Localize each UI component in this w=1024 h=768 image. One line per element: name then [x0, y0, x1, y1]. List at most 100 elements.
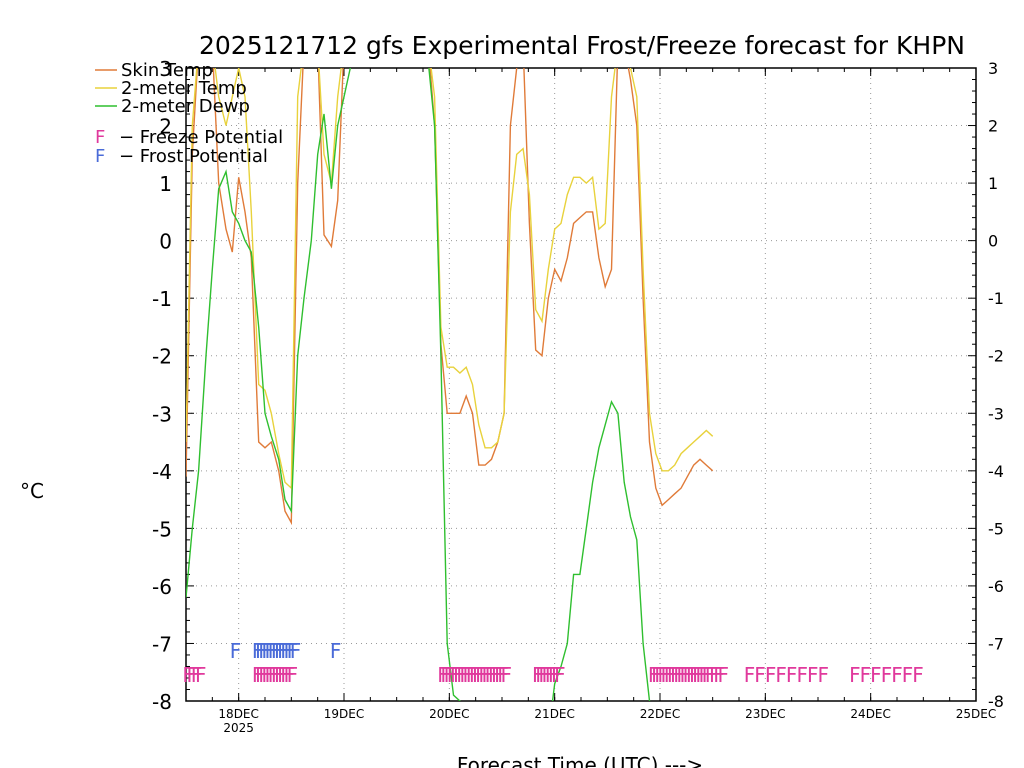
series-line-skin-temp — [186, 68, 714, 526]
marker-freeze-potential: F — [670, 663, 682, 687]
legend-label-skin-temp: Skin Temp — [121, 60, 213, 81]
marker-freeze-potential: F — [459, 663, 471, 687]
marker-freeze-potential: F — [280, 663, 292, 687]
x-tick-label: 22DEC — [640, 707, 680, 721]
marker-freeze-potential: F — [481, 663, 493, 687]
marker-freeze-potential: F — [754, 663, 766, 687]
y-tick-label-right: 1 — [988, 174, 998, 193]
marker-freeze-potential: F — [796, 663, 808, 687]
marker-freeze-potential: F — [444, 663, 456, 687]
plot-frame — [185, 67, 977, 702]
marker-freeze-potential: F — [657, 663, 669, 687]
marker-freeze-potential: F — [881, 663, 893, 687]
marker-frost-potential: F — [258, 639, 270, 663]
marker-freeze-potential: F — [651, 663, 663, 687]
marker-frost-potential: F — [261, 639, 273, 663]
grid-lines — [186, 68, 976, 701]
marker-freeze-potential: F — [472, 663, 484, 687]
marker-freeze-potential: F — [456, 663, 468, 687]
marker-freeze-potential: F — [664, 663, 676, 687]
marker-freeze-potential: F — [717, 663, 729, 687]
y-tick-label-right: -2 — [988, 347, 1004, 366]
y-tick-label-left: 1 — [159, 172, 172, 196]
marker-freeze-potential: F — [437, 663, 449, 687]
marker-freeze-potential: F — [692, 663, 704, 687]
marker-freeze-potential: F — [551, 663, 563, 687]
marker-frost-potential: F — [287, 639, 299, 663]
marker-freeze-potential: F — [702, 663, 714, 687]
marker-frost-potential: F — [268, 639, 280, 663]
marker-freeze-potential: F — [500, 663, 512, 687]
marker-freeze-potential: F — [912, 663, 924, 687]
x-tick-label: 24DEC — [850, 707, 890, 721]
marker-frost-potential: F — [290, 639, 302, 663]
marker-frost-potential: F — [271, 639, 283, 663]
y-tick-label-right: 2 — [988, 117, 998, 136]
marker-freeze-potential: F — [648, 663, 660, 687]
marker-freeze-potential: F — [283, 663, 295, 687]
marker-freeze-potential: F — [466, 663, 478, 687]
x-tick-label: 18DEC — [218, 707, 258, 721]
marker-freeze-potential: F — [673, 663, 685, 687]
y-tick-label-right: -5 — [988, 519, 1004, 538]
series-line-2-meter-temp — [186, 68, 714, 490]
marker-frost-potential: F — [230, 639, 242, 663]
marker-freeze-potential: F — [548, 663, 560, 687]
legend-label-2-meter-dewp: 2-meter Dewp — [121, 96, 250, 117]
marker-frost-potential: F — [255, 639, 267, 663]
y-tick-label-left: -4 — [152, 460, 172, 484]
marker-freeze-potential: F — [713, 663, 725, 687]
marker-frost-potential: F — [277, 639, 289, 663]
marker-freeze-potential: F — [683, 663, 695, 687]
data-series — [186, 68, 714, 701]
marker-freeze-potential: F — [705, 663, 717, 687]
y-tick-label-left: -8 — [152, 690, 172, 714]
marker-freeze-potential: F — [654, 663, 666, 687]
marker-freeze-potential: F — [786, 663, 798, 687]
marker-freeze-potential: F — [450, 663, 462, 687]
y-tick-label-left: -1 — [152, 287, 172, 311]
y-tick-label-left: 2 — [159, 115, 172, 139]
marker-freeze-potential: F — [686, 663, 698, 687]
y-tick-label-left: -7 — [152, 632, 172, 656]
marker-frost-potential: F — [280, 639, 292, 663]
series-line-2-meter-dewp — [186, 68, 651, 701]
marker-freeze-potential: F — [494, 663, 506, 687]
y-tick-label-right: 3 — [988, 59, 998, 78]
marker-freeze-potential: F — [535, 663, 547, 687]
marker-freeze-potential: F — [453, 663, 465, 687]
legend-letter-freeze-potential: F — [95, 127, 105, 148]
marker-freeze-potential: F — [860, 663, 872, 687]
marker-freeze-potential: F — [440, 663, 452, 687]
y-tick-label-right: -3 — [988, 404, 1004, 423]
marker-freeze-potential: F — [268, 663, 280, 687]
marker-freeze-potential: F — [667, 663, 679, 687]
marker-freeze-potential: F — [538, 663, 550, 687]
marker-freeze-potential: F — [709, 663, 721, 687]
marker-freeze-potential: F — [698, 663, 710, 687]
marker-freeze-potential: F — [676, 663, 688, 687]
marker-frost-potential: F — [330, 639, 342, 663]
marker-freeze-potential: F — [469, 663, 481, 687]
marker-freeze-potential: F — [258, 663, 270, 687]
legend-label-frost-potential: − Frost Potential — [119, 146, 268, 167]
marker-freeze-potential: F — [277, 663, 289, 687]
marker-frost-potential: F — [252, 639, 264, 663]
marker-freeze-potential: F — [191, 663, 203, 687]
marker-freeze-potential: F — [689, 663, 701, 687]
marker-freeze-potential: F — [287, 663, 299, 687]
legend-letter-frost-potential: F — [95, 146, 105, 167]
x-tick-label: 20DEC — [429, 707, 469, 721]
y-tick-label-right: 0 — [988, 232, 998, 251]
y-tick-label-left: 0 — [159, 230, 172, 254]
legend-label-freeze-potential: − Freeze Potential — [119, 127, 283, 148]
y-tick-label-right: -6 — [988, 577, 1004, 596]
marker-freeze-potential: F — [818, 663, 830, 687]
marker-frost-potential: F — [283, 639, 295, 663]
marker-freeze-potential: F — [265, 663, 277, 687]
marker-freeze-potential: F — [902, 663, 914, 687]
y-tick-label-left: -3 — [152, 402, 172, 426]
